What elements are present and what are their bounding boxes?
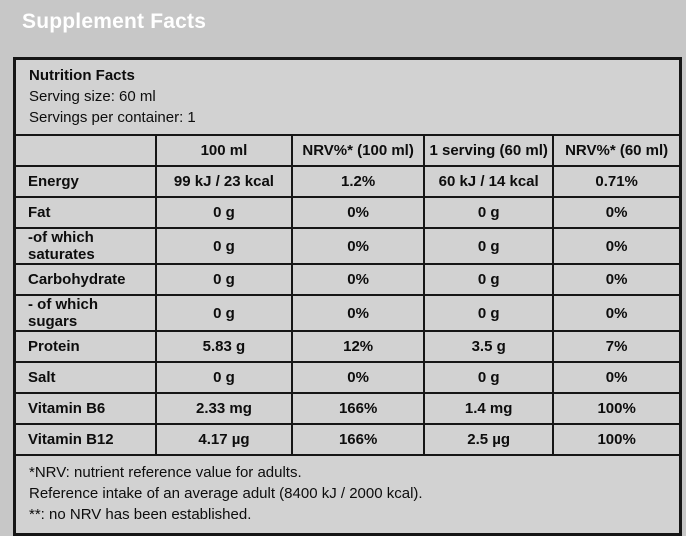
column-header-nrv-100ml: NRV%* (100 ml) — [291, 134, 426, 167]
cell-value: 0 g — [423, 227, 555, 265]
cell-value: 0 g — [154, 361, 294, 394]
cell-value: 5.83 g — [154, 330, 294, 363]
row-label: Protein — [13, 330, 157, 363]
cell-value: 7% — [552, 330, 682, 363]
cell-value: 100% — [552, 423, 682, 456]
cell-value: 0% — [291, 294, 426, 332]
footnote-nrv-definition: *NRV: nutrient reference value for adult… — [29, 464, 302, 481]
nutrition-facts-table: Nutrition Facts Serving size: 60 ml Serv… — [13, 57, 682, 536]
cell-value: 1.4 mg — [423, 392, 555, 425]
cell-value: 3.5 g — [423, 330, 555, 363]
cell-value: 4.17 µg — [154, 423, 294, 456]
cell-value: 2.33 mg — [154, 392, 294, 425]
row-label: - of which sugars — [13, 294, 157, 332]
servings-per-container-text: Servings per container: 1 — [29, 109, 196, 126]
cell-value: 99 kJ / 23 kcal — [154, 165, 294, 198]
cell-value: 0 g — [423, 263, 555, 296]
column-header-row: 100 ml NRV%* (100 ml) 1 serving (60 ml) … — [13, 134, 682, 167]
cell-value: 0% — [291, 227, 426, 265]
table-row-fat: Fat 0 g 0% 0 g 0% — [13, 196, 682, 229]
cell-value: 0 g — [154, 294, 294, 332]
table-row-carbohydrate: Carbohydrate 0 g 0% 0 g 0% — [13, 263, 682, 296]
cell-value: 60 kJ / 14 kcal — [423, 165, 555, 198]
table-info-section: Nutrition Facts Serving size: 60 ml Serv… — [13, 57, 682, 136]
table-row-salt: Salt 0 g 0% 0 g 0% — [13, 361, 682, 394]
cell-value: 0 g — [423, 361, 555, 394]
cell-value: 0 g — [154, 263, 294, 296]
cell-value: 0% — [291, 196, 426, 229]
nutrition-facts-heading: Nutrition Facts — [29, 67, 135, 84]
serving-size-text: Serving size: 60 ml — [29, 88, 156, 105]
cell-value: 0 g — [154, 227, 294, 265]
cell-value: 0% — [552, 263, 682, 296]
footnote-row: *NRV: nutrient reference value for adult… — [13, 454, 682, 536]
table-row-saturates: -of which saturates 0 g 0% 0 g 0% — [13, 227, 682, 265]
cell-value: 0 g — [154, 196, 294, 229]
row-label: Carbohydrate — [13, 263, 157, 296]
page-title: Supplement Facts — [22, 10, 207, 33]
footnote-no-nrv: **: no NRV has been established. — [29, 506, 252, 523]
row-label: Vitamin B6 — [13, 392, 157, 425]
footnote-reference-intake: Reference intake of an average adult (84… — [29, 485, 423, 502]
table-row-vitamin-b6: Vitamin B6 2.33 mg 166% 1.4 mg 100% — [13, 392, 682, 425]
table-row-protein: Protein 5.83 g 12% 3.5 g 7% — [13, 330, 682, 363]
cell-value: 0% — [291, 263, 426, 296]
table-row-sugars: - of which sugars 0 g 0% 0 g 0% — [13, 294, 682, 332]
cell-value: 166% — [291, 392, 426, 425]
cell-value: 166% — [291, 423, 426, 456]
column-header-blank — [13, 134, 157, 167]
cell-value: 0% — [552, 227, 682, 265]
cell-value: 1.2% — [291, 165, 426, 198]
column-header-100ml: 100 ml — [154, 134, 294, 167]
row-label: Salt — [13, 361, 157, 394]
cell-value: 12% — [291, 330, 426, 363]
row-label: -of which saturates — [13, 227, 157, 265]
cell-value: 0% — [552, 294, 682, 332]
column-header-serving-60ml: 1 serving (60 ml) — [423, 134, 555, 167]
table-row-energy: Energy 99 kJ / 23 kcal 1.2% 60 kJ / 14 k… — [13, 165, 682, 198]
column-header-nrv-60ml: NRV%* (60 ml) — [552, 134, 682, 167]
cell-value: 0% — [552, 196, 682, 229]
cell-value: 100% — [552, 392, 682, 425]
cell-value: 2.5 µg — [423, 423, 555, 456]
info-row: Nutrition Facts Serving size: 60 ml Serv… — [13, 57, 682, 136]
cell-value: 0 g — [423, 294, 555, 332]
row-label: Vitamin B12 — [13, 423, 157, 456]
table-row-vitamin-b12: Vitamin B12 4.17 µg 166% 2.5 µg 100% — [13, 423, 682, 456]
cell-value: 0.71% — [552, 165, 682, 198]
footnote-section: *NRV: nutrient reference value for adult… — [13, 454, 682, 536]
cell-value: 0 g — [423, 196, 555, 229]
row-label: Fat — [13, 196, 157, 229]
cell-value: 0% — [291, 361, 426, 394]
row-label: Energy — [13, 165, 157, 198]
cell-value: 0% — [552, 361, 682, 394]
